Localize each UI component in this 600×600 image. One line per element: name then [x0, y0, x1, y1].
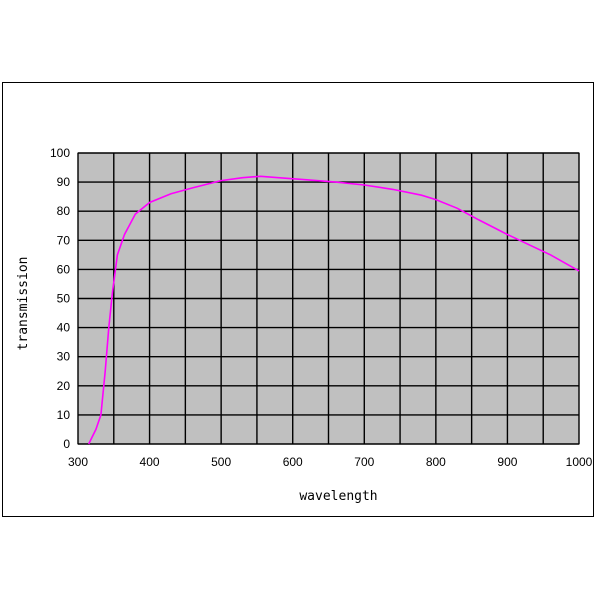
x-tick-label: 400	[140, 455, 160, 469]
x-tick-label: 1000	[566, 455, 593, 469]
transmission-curve	[87, 175, 580, 445]
tick-labels: 300 400 500 600 700 800 900 1000 0 10 20 30 40 50 60 70…	[50, 146, 593, 469]
x-tick-label: 500	[211, 455, 231, 469]
x-tick-label: 600	[283, 455, 303, 469]
y-tick-label: 80	[57, 204, 71, 218]
y-tick-label: 40	[57, 321, 71, 335]
y-tick-label: 90	[57, 175, 71, 189]
y-tick-label: 60	[57, 262, 71, 276]
y-tick-label: 20	[57, 379, 71, 393]
x-tick-label: 800	[426, 455, 446, 469]
y-tick-label: 0	[63, 437, 70, 451]
x-tick-label: 700	[354, 455, 374, 469]
x-tick-label: 900	[497, 455, 517, 469]
x-tick-label: 300	[68, 455, 88, 469]
y-tick-label: 100	[50, 146, 70, 160]
y-axis-title: transmission	[16, 257, 31, 351]
y-tick-label: 70	[57, 233, 71, 247]
y-tick-label: 10	[57, 408, 71, 422]
y-tick-label: 30	[57, 350, 71, 364]
y-tick-label: 50	[57, 292, 71, 306]
x-axis-title: wavelength	[299, 489, 377, 504]
grid-lines	[77, 152, 580, 445]
